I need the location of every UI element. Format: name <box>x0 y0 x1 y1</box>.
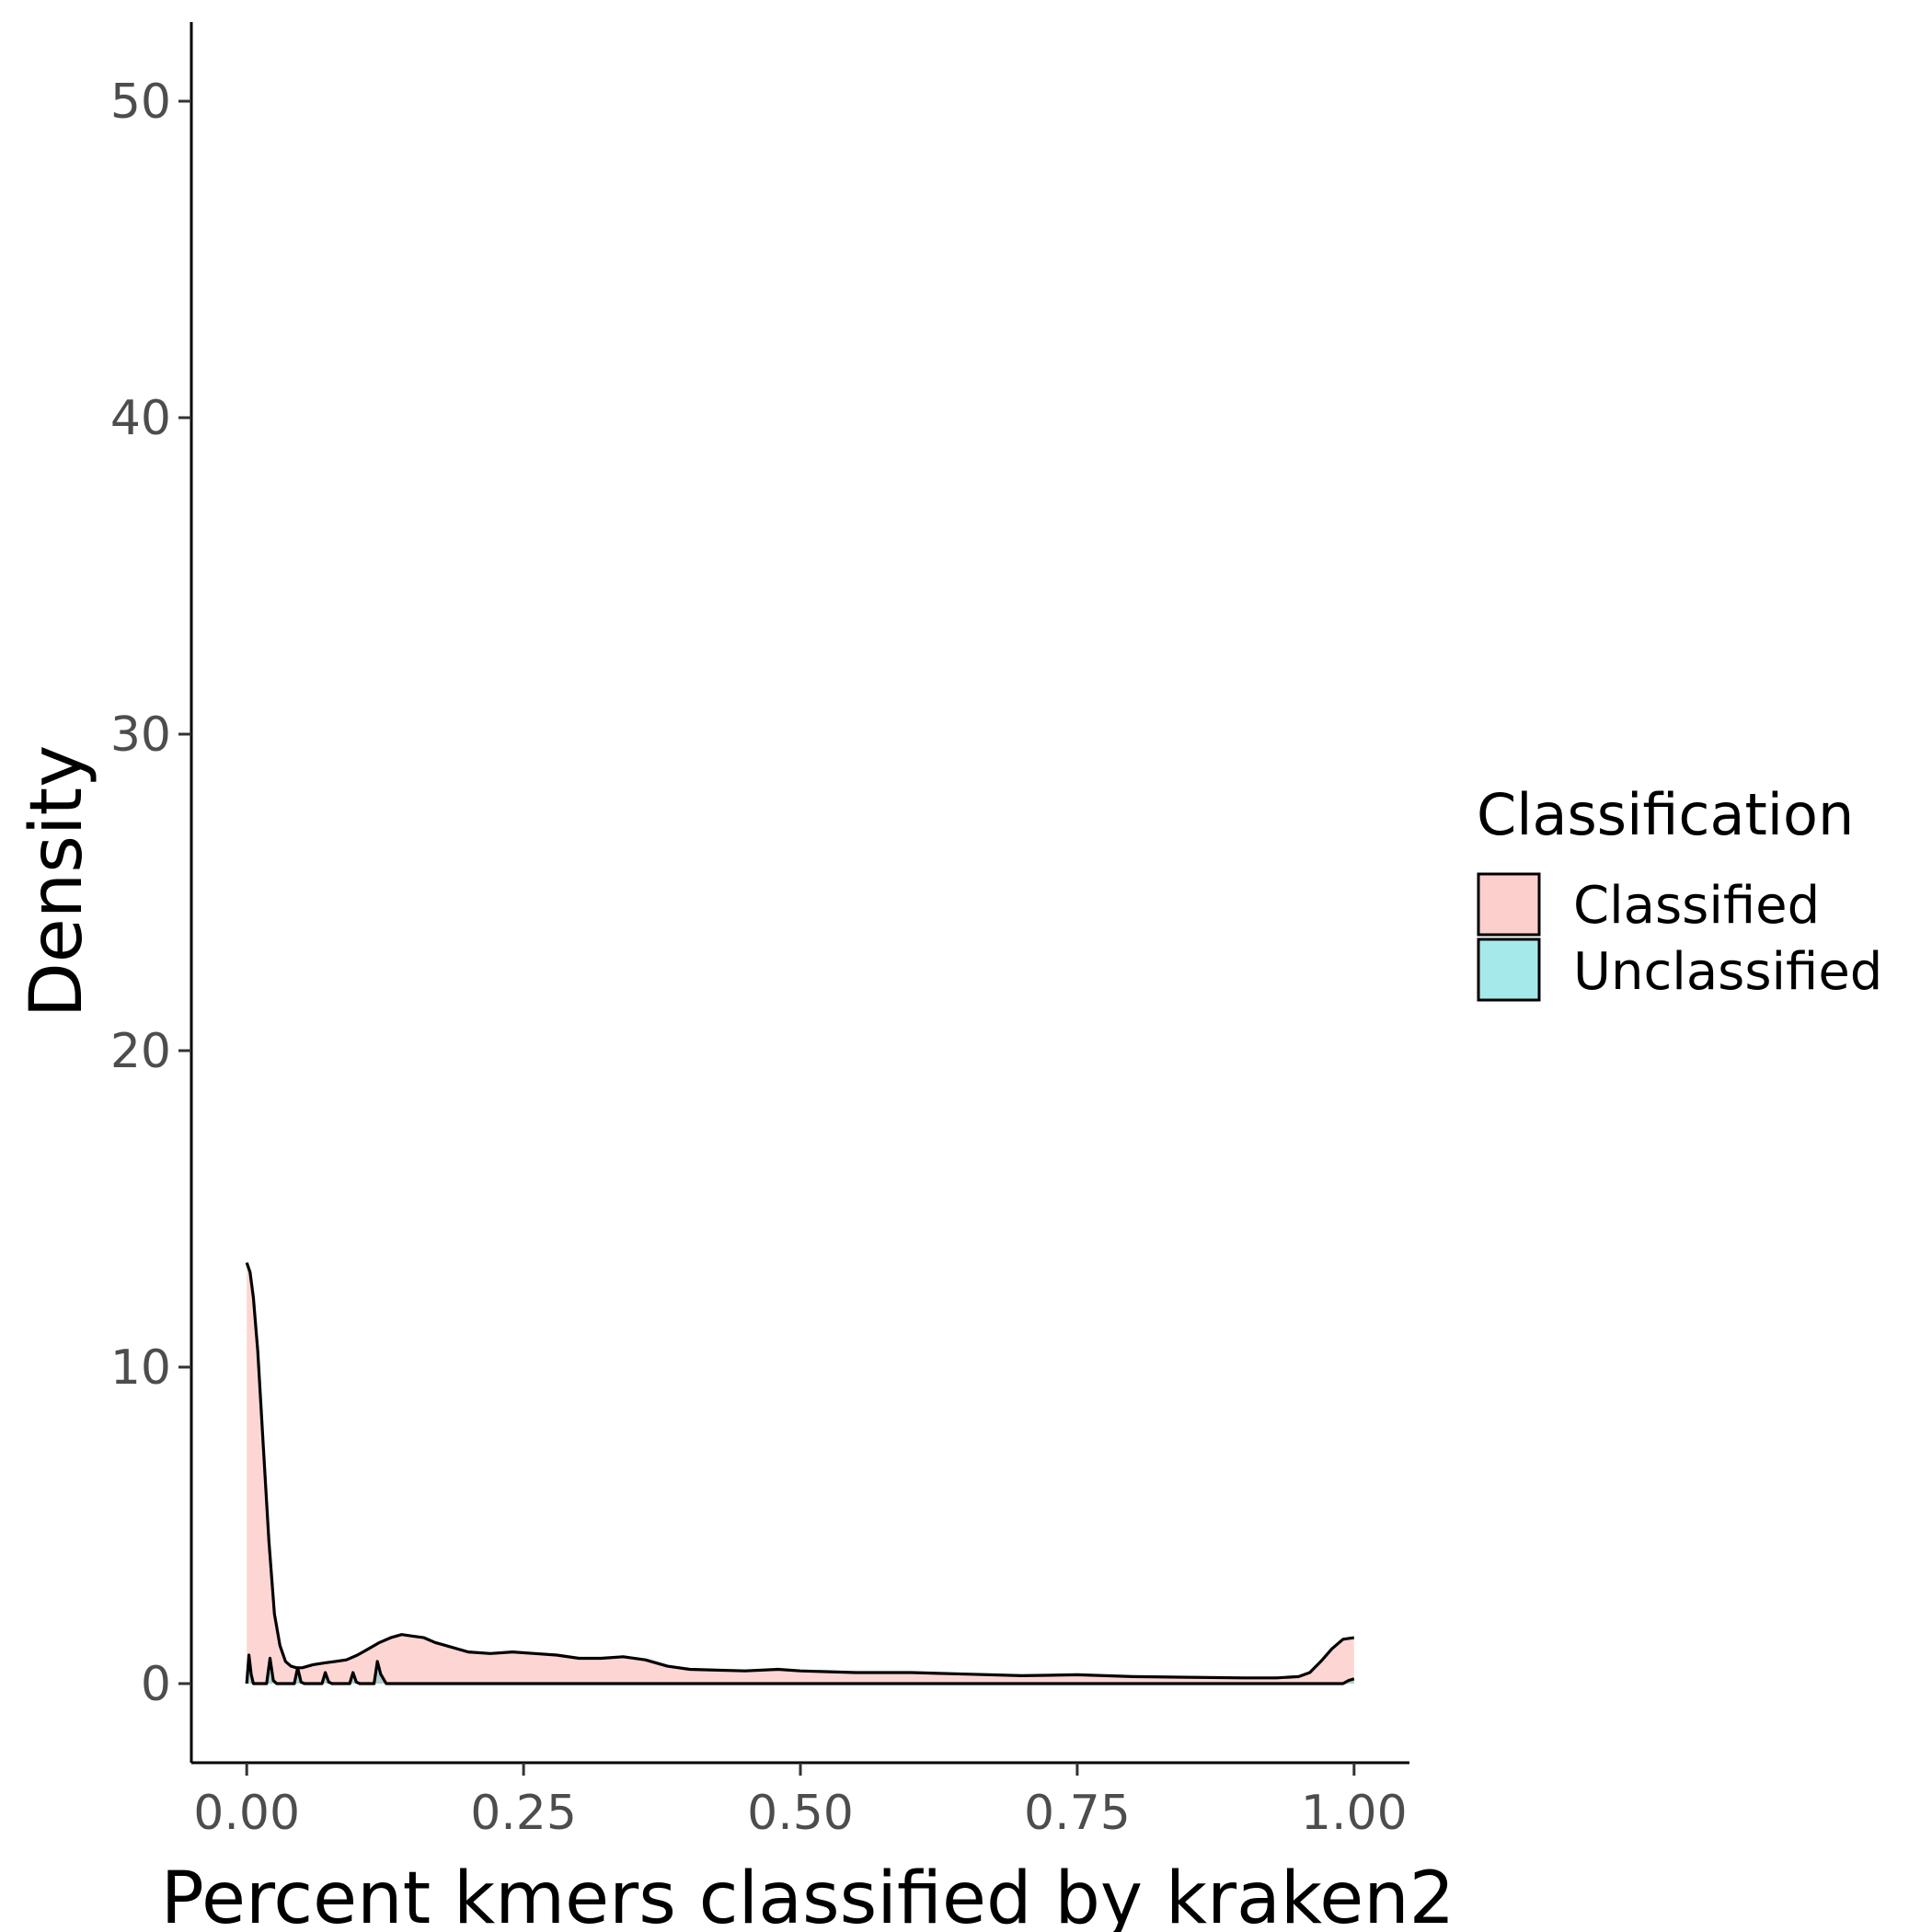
y-tick-label: 30 <box>110 707 171 763</box>
y-tick-label: 0 <box>141 1657 171 1712</box>
x-tick-label: 0.00 <box>193 1786 300 1841</box>
legend-title: Classification <box>1477 781 1854 848</box>
legend-key-unclassified <box>1477 937 1541 1002</box>
x-tick-label: 1.00 <box>1301 1786 1408 1841</box>
plot-area <box>245 1261 1355 1685</box>
y-tick-label: 40 <box>110 391 171 446</box>
y-tick-label: 50 <box>110 75 171 130</box>
line-classified <box>245 1261 1355 1680</box>
legend: Classification Classified Unclassified <box>1477 781 1882 1002</box>
x-axis-title: Percent kmers classified by kraken2 <box>161 1857 1455 1932</box>
y-tick-label: 20 <box>110 1024 171 1079</box>
x-tick-label: 0.25 <box>470 1786 577 1841</box>
x-tick-label: 0.75 <box>1024 1786 1131 1841</box>
ticks: 0.00 0.25 0.50 0.75 1.00 0 10 20 30 40 50 <box>110 75 1408 1841</box>
legend-label-classified: Classified <box>1573 876 1820 936</box>
line-unclassified <box>245 1653 1355 1685</box>
y-axis-title: Density <box>16 745 98 1018</box>
x-tick-label: 0.50 <box>747 1786 854 1841</box>
legend-label-unclassified: Unclassified <box>1573 942 1882 1002</box>
legend-key-classified <box>1477 872 1541 937</box>
y-tick-label: 10 <box>110 1340 171 1396</box>
